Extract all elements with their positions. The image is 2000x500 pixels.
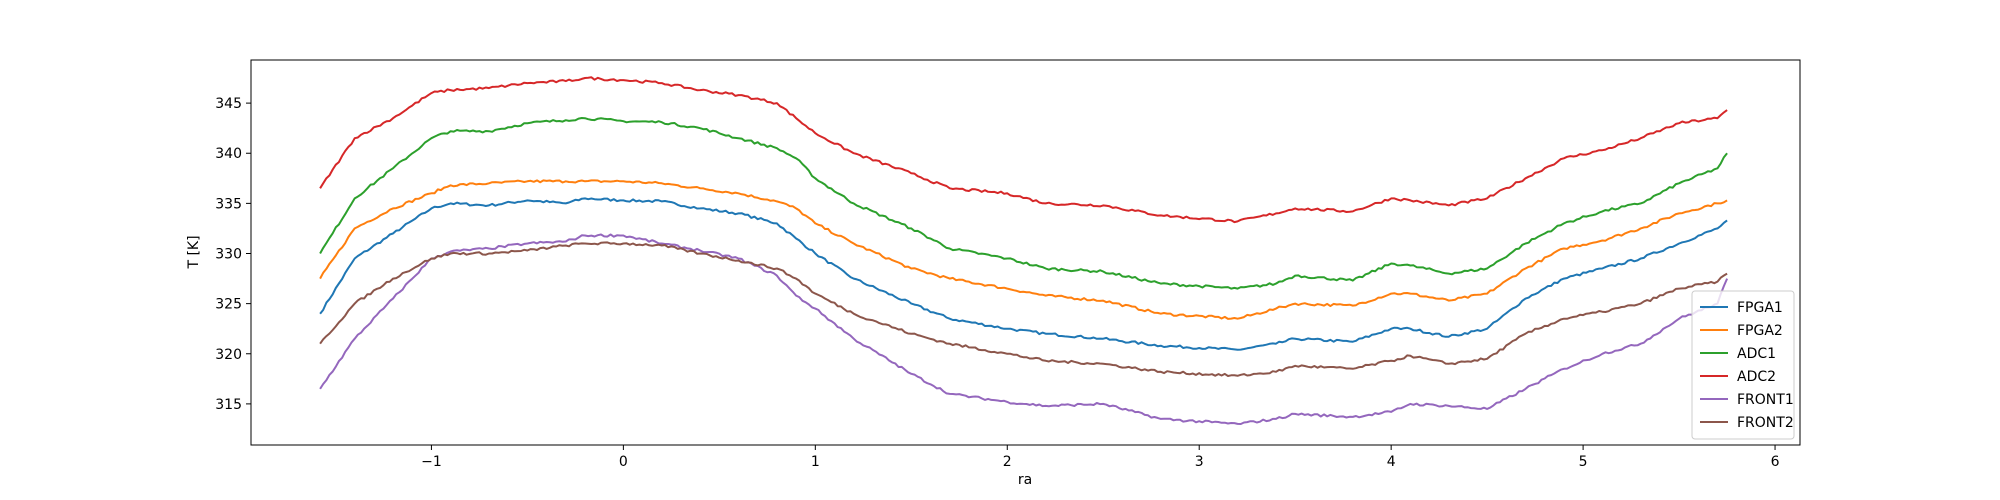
x-tick: 6 (1771, 445, 1780, 470)
x-tick-label: 2 (1003, 454, 1012, 470)
x-axis-label: ra (1018, 472, 1032, 488)
y-tick: 330 (215, 247, 251, 263)
y-tick: 340 (215, 146, 251, 162)
series-line-fpga1 (319, 197, 1728, 351)
x-tick: 5 (1579, 445, 1588, 470)
legend-item: ADC1 (1700, 346, 1776, 362)
y-tick-label: 340 (215, 146, 242, 162)
y-axis: 315 320 325 330 335 340 345 (215, 96, 251, 413)
x-tick-label: 6 (1771, 454, 1780, 470)
x-tick-label: 5 (1579, 454, 1588, 470)
legend-item: FRONT2 (1700, 415, 1794, 431)
x-tick: 1 (811, 445, 820, 470)
y-axis-label: T [K] (186, 235, 202, 269)
x-axis: −1 0 1 2 3 4 5 6 (421, 445, 1780, 470)
series-line-fpga2 (319, 179, 1728, 320)
x-tick-label: 3 (1195, 454, 1204, 470)
y-tick-label: 345 (215, 96, 242, 112)
y-tick-label: 315 (215, 397, 242, 413)
series-line-front1 (319, 233, 1729, 425)
y-tick-label: 335 (215, 196, 242, 212)
series-line-adc2 (319, 76, 1728, 224)
x-tick-label: 0 (619, 454, 628, 470)
legend-label: FRONT2 (1737, 415, 1794, 431)
x-tick-label: −1 (421, 454, 442, 470)
series-line-front2 (319, 241, 1728, 377)
legend-item: FPGA1 (1700, 300, 1783, 316)
y-tick: 345 (215, 96, 251, 112)
legend-label: ADC1 (1737, 346, 1776, 362)
legend-item: ADC2 (1700, 369, 1776, 385)
y-tick: 335 (215, 196, 251, 212)
legend-label: FPGA1 (1737, 300, 1783, 316)
legend-label: ADC2 (1737, 369, 1776, 385)
y-tick: 320 (215, 347, 251, 363)
y-tick: 315 (215, 397, 251, 413)
y-tick-label: 325 (215, 297, 242, 313)
plot-lines (319, 76, 1729, 425)
axes-frame (250, 59, 1801, 446)
legend-label: FRONT1 (1737, 392, 1794, 408)
x-tick: 2 (1003, 445, 1012, 470)
x-tick: 0 (619, 445, 628, 470)
y-tick-label: 320 (215, 347, 242, 363)
legend-box (1691, 290, 1795, 440)
x-tick-label: 1 (811, 454, 820, 470)
legend-label: FPGA2 (1737, 323, 1783, 339)
y-tick-label: 330 (215, 247, 242, 263)
legend-item: FPGA2 (1700, 323, 1783, 339)
legend-item: FRONT1 (1700, 392, 1794, 408)
legend: FPGA1 FPGA2 ADC1 ADC2 FRONT1 FRONT2 (1691, 290, 1795, 440)
series-line-adc1 (319, 117, 1728, 290)
x-tick-label: 4 (1387, 454, 1396, 470)
x-tick: 4 (1387, 445, 1396, 470)
x-tick: 3 (1195, 445, 1204, 470)
x-tick: −1 (421, 445, 442, 470)
y-tick: 325 (215, 297, 251, 313)
